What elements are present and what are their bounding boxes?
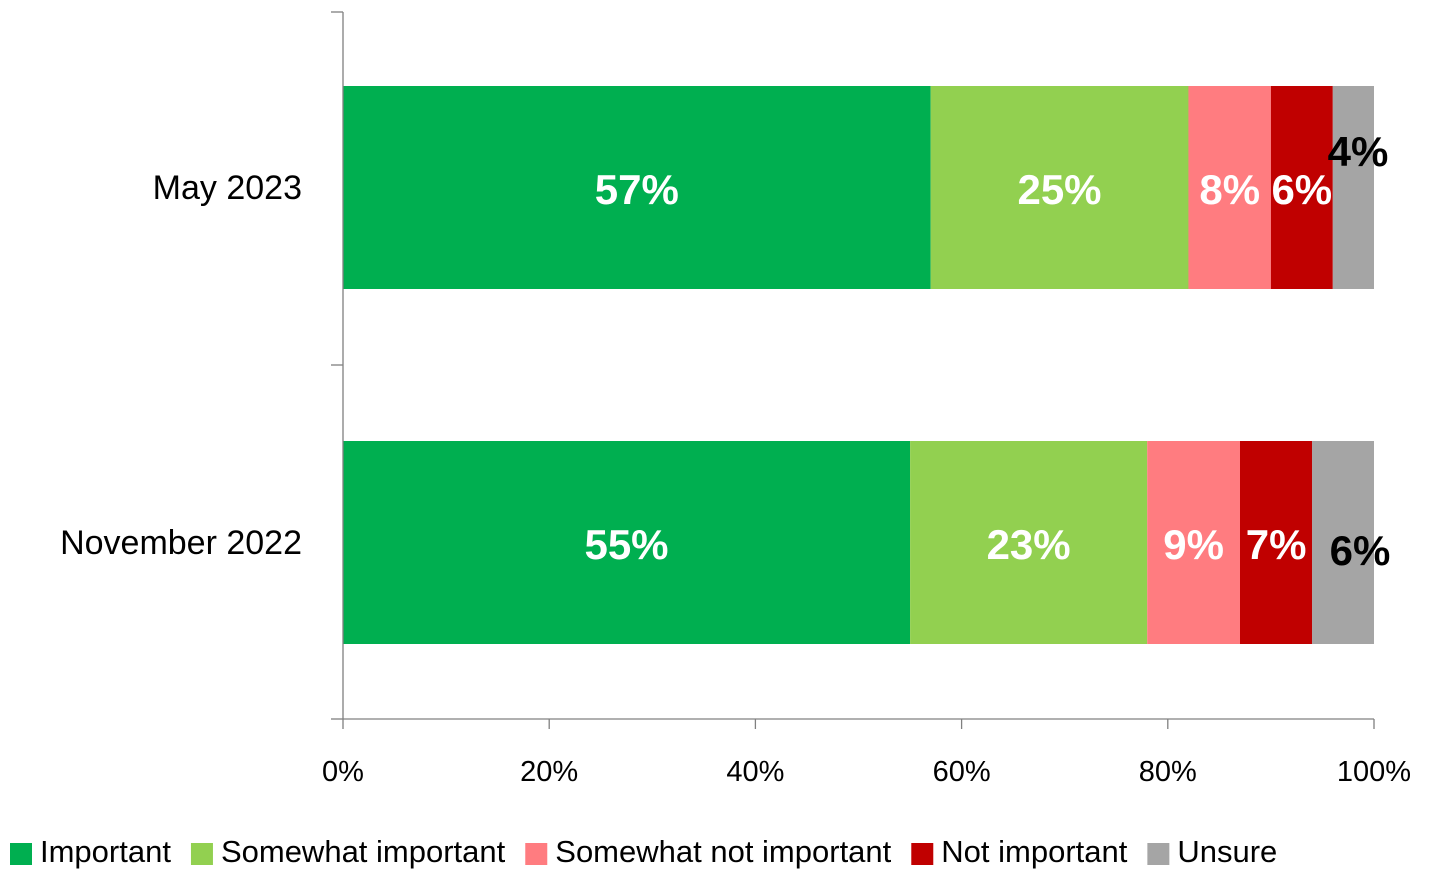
bar-segment (910, 441, 1148, 644)
data-label: 8% (1199, 166, 1260, 213)
legend-label: Somewhat important (221, 834, 506, 869)
data-label: 6% (1330, 527, 1391, 574)
legend-label: Important (40, 834, 171, 869)
data-label: 7% (1246, 521, 1307, 568)
axes-layer: 0% 20% 40% 60% 80% 100% May 2023 November 2022 (60, 11, 1411, 788)
x-tick-label: 60% (933, 756, 991, 788)
data-label: 4% (1328, 128, 1389, 175)
bar-segment (1240, 441, 1313, 644)
x-tick-label: 100% (1337, 756, 1411, 788)
x-tick-label: 80% (1139, 756, 1197, 788)
data-label: 9% (1163, 521, 1224, 568)
legend-swatch (10, 843, 32, 865)
bar-segment (1188, 86, 1271, 289)
bar-segment (343, 86, 931, 289)
legend-label: Not important (941, 834, 1127, 869)
data-label: 25% (1017, 166, 1101, 213)
data-labels-layer: 57% 25% 8% 6%4%55% 23% 9% 7% 6% (584, 128, 1390, 574)
legend-swatch (1147, 843, 1170, 865)
bar-segment (343, 441, 911, 644)
bar-segment (1147, 441, 1240, 644)
bar-segment (1312, 441, 1374, 644)
x-tick-label: 20% (520, 756, 578, 788)
data-label: 23% (987, 521, 1071, 568)
legend-label: Somewhat not important (555, 834, 891, 869)
bars-layer (343, 86, 1374, 644)
bar-segment (1270, 86, 1333, 289)
legend-swatch (190, 843, 213, 865)
x-tick-label: 40% (726, 756, 784, 788)
category-label: May 2023 (153, 169, 302, 207)
legend-swatch (525, 843, 548, 865)
data-label: 57% (595, 166, 679, 213)
data-label: 55% (584, 521, 668, 568)
legend-label: Unsure (1177, 834, 1277, 869)
legend: Important Somewhat important Somewhat not … (10, 834, 1277, 869)
data-label: 6% (1271, 166, 1332, 213)
category-label: November 2022 (60, 524, 302, 562)
bar-segment (930, 86, 1189, 289)
bar-segment (1332, 86, 1374, 289)
x-tick-label: 0% (322, 756, 364, 788)
legend-swatch (911, 843, 934, 865)
